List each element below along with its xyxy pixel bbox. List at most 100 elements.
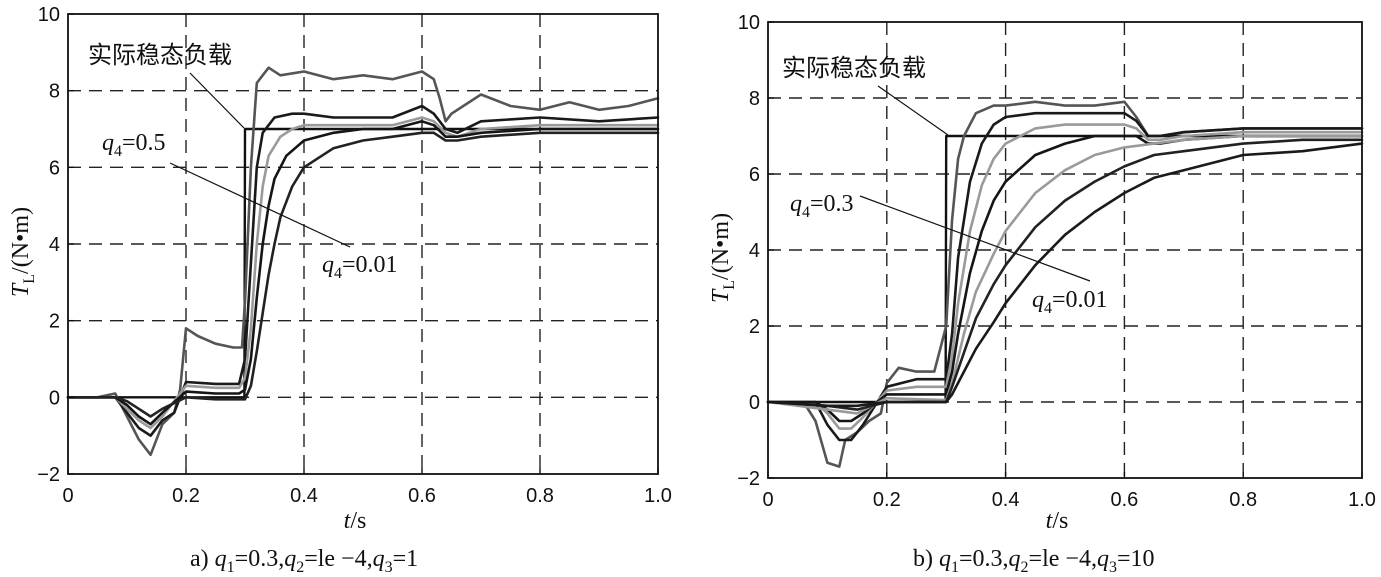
- y-axis-label-sub: L: [721, 280, 738, 290]
- y-tick-label: 6: [49, 157, 60, 179]
- x-tick-label: 0.6: [408, 485, 436, 507]
- y-axis-label: TL/(N•m): [8, 207, 38, 297]
- caption-q3-sub: 3: [1109, 559, 1117, 576]
- x-tick-label: 0: [62, 485, 73, 507]
- caption-q2-val: =le −4,: [304, 546, 372, 572]
- y-tick-label: 4: [749, 240, 760, 262]
- y-axis-label-sub: L: [21, 274, 38, 284]
- y-tick-label: 10: [738, 12, 760, 34]
- x-tick-label: 0.8: [526, 485, 554, 507]
- series-line-6: [766, 138, 1364, 411]
- y-axis-label: TL/(N•m): [708, 213, 738, 303]
- caption-q1-val: =0.3,: [959, 546, 1009, 572]
- y-axis-label-var: T: [8, 282, 34, 297]
- y-tick-label: 2: [749, 316, 760, 338]
- caption-q2-sub: 2: [296, 559, 304, 576]
- q4-low-value: =0.01: [1052, 287, 1108, 313]
- series-line-1: [66, 66, 660, 457]
- x-tick-label: 1.0: [644, 485, 672, 507]
- q4-high-subscript: 4: [802, 204, 810, 221]
- caption-q2: q: [284, 546, 296, 572]
- y-axis-label-unit: /(N•m): [8, 207, 34, 274]
- y-tick-label: −2: [737, 468, 760, 490]
- x-tick-label: 0.4: [992, 489, 1020, 511]
- series-line-4: [66, 120, 660, 426]
- x-axis-label-var: t: [1046, 508, 1054, 534]
- q4-high-symbol: q: [102, 130, 114, 156]
- x-tick-label: 0.6: [1110, 489, 1138, 511]
- caption-q3-val: =10: [1117, 546, 1155, 572]
- caption-q2: q: [1009, 546, 1021, 572]
- caption-q1-sub: 1: [227, 559, 235, 576]
- caption-q3: q: [1097, 546, 1109, 572]
- series-group: [66, 66, 660, 457]
- annotation-q4-high: q4=0.3: [790, 191, 854, 221]
- series-line-0: [766, 134, 1364, 404]
- x-axis-label-unit: /s: [1052, 508, 1068, 534]
- caption-q3-val: =1: [393, 546, 419, 572]
- y-tick-label: 8: [749, 88, 760, 110]
- annotation-q4-low: q4=0.01: [322, 252, 398, 282]
- x-tick-label: 0.8: [1229, 489, 1257, 511]
- leader-actual-load: [877, 85, 949, 136]
- series-line-1: [766, 100, 1364, 468]
- q4-high-value: =0.5: [122, 130, 166, 156]
- series-line-3: [766, 123, 1364, 430]
- y-axis-label-var: T: [708, 288, 734, 303]
- series-line-4: [766, 134, 1364, 423]
- caption-q2-val: =le −4,: [1029, 546, 1097, 572]
- panel-caption: a) q1=0.3,q2=le −4,q3=1: [190, 546, 418, 576]
- series-line-2: [66, 104, 660, 437]
- q4-high-value: =0.3: [810, 191, 854, 217]
- x-tick-label: 1.0: [1348, 489, 1376, 511]
- y-tick-label: −2: [37, 464, 60, 486]
- y-tick-label: 8: [49, 81, 60, 103]
- x-tick-label: 0: [762, 489, 773, 511]
- q4-low-symbol: q: [1032, 287, 1044, 313]
- y-tick-label: 4: [49, 234, 60, 256]
- leader-q4: [169, 162, 351, 248]
- series-line-3: [66, 116, 660, 430]
- grid: [68, 14, 658, 474]
- y-tick-label: 2: [49, 311, 60, 333]
- caption-q3: q: [373, 546, 385, 572]
- panel-caption: b) q1=0.3,q2=le −4,q3=10: [913, 546, 1154, 576]
- y-tick-label: 0: [749, 392, 760, 414]
- caption-prefix: a): [190, 546, 215, 572]
- y-axis-label-unit: /(N•m): [708, 213, 734, 280]
- x-axis-label: t/s: [344, 508, 367, 534]
- annotation-q4-low: q4=0.01: [1032, 287, 1108, 317]
- panel-b: 0 0.2 0.4 0.6 0.8 1.0−20246810t/sTL/(N•m)实际稳态…: [708, 12, 1376, 576]
- annotation-actual-load: 实际稳态负载: [782, 54, 926, 82]
- caption-q2-sub: 2: [1021, 559, 1029, 576]
- annotation-q4-high: q4=0.5: [102, 130, 166, 160]
- leader-actual-load: [189, 72, 245, 129]
- x-tick-label: 0.4: [290, 485, 318, 507]
- caption-q3-sub: 3: [385, 559, 393, 576]
- leader-q4: [859, 195, 1091, 282]
- series-line-2: [766, 111, 1364, 442]
- q4-high-symbol: q: [790, 191, 802, 217]
- q4-low-subscript: 4: [334, 265, 342, 282]
- y-tick-label: 6: [749, 164, 760, 186]
- y-tick-label: 0: [49, 387, 60, 409]
- panel-a: 0 0.2 0.4 0.6 0.8 1.0−20246810t/sTL/(N•m)实际稳态…: [8, 4, 672, 576]
- annotation-actual-load: 实际稳态负载: [88, 41, 232, 69]
- caption-q1-val: =0.3,: [235, 546, 285, 572]
- x-axis-label-var: t: [344, 508, 352, 534]
- q4-low-subscript: 4: [1044, 300, 1052, 317]
- series-line-7: [766, 142, 1364, 408]
- caption-q1: q: [215, 546, 227, 572]
- series-line-5: [66, 131, 660, 418]
- x-axis-label-unit: /s: [350, 508, 366, 534]
- y-tick-label: 10: [38, 4, 60, 26]
- q4-low-symbol: q: [322, 252, 334, 278]
- x-axis-label: t/s: [1046, 508, 1069, 534]
- x-tick-label: 0.2: [873, 489, 901, 511]
- series-group: [766, 100, 1364, 468]
- q4-low-value: =0.01: [342, 252, 398, 278]
- q4-high-subscript: 4: [114, 143, 122, 160]
